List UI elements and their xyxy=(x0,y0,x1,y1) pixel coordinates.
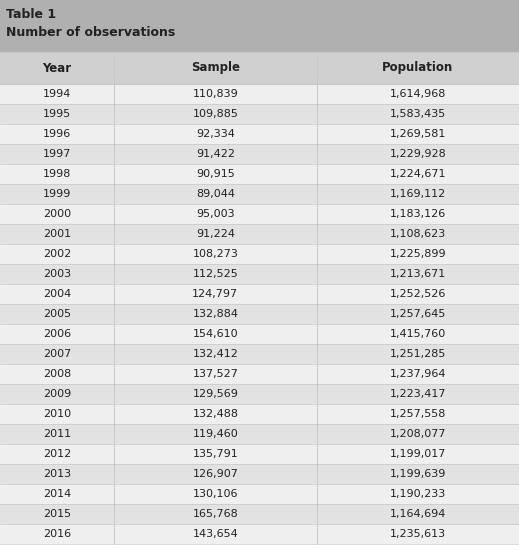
Text: 92,334: 92,334 xyxy=(196,129,235,139)
Bar xyxy=(0,344,519,364)
Text: Number of observations: Number of observations xyxy=(6,26,175,39)
Text: 1,169,112: 1,169,112 xyxy=(390,189,446,199)
Bar xyxy=(0,404,519,424)
Text: 1,199,017: 1,199,017 xyxy=(390,449,446,459)
Text: 1,252,526: 1,252,526 xyxy=(390,289,446,299)
Bar xyxy=(0,164,519,184)
Text: 110,839: 110,839 xyxy=(193,89,238,99)
Text: 1,224,671: 1,224,671 xyxy=(390,169,446,179)
Bar xyxy=(0,304,519,324)
Text: 2010: 2010 xyxy=(43,409,71,419)
Text: 2001: 2001 xyxy=(43,229,71,239)
Text: 1999: 1999 xyxy=(43,189,71,199)
Text: 1995: 1995 xyxy=(43,109,71,119)
Bar xyxy=(0,424,519,444)
Text: 90,915: 90,915 xyxy=(196,169,235,179)
Bar xyxy=(0,524,519,544)
Text: 2002: 2002 xyxy=(43,249,71,259)
Text: 1994: 1994 xyxy=(43,89,71,99)
Text: 2000: 2000 xyxy=(43,209,71,219)
Bar xyxy=(0,444,519,464)
Text: 1,199,639: 1,199,639 xyxy=(390,469,446,479)
Text: 2004: 2004 xyxy=(43,289,71,299)
Text: 2006: 2006 xyxy=(43,329,71,339)
Text: 132,884: 132,884 xyxy=(193,309,238,319)
Text: 1,583,435: 1,583,435 xyxy=(390,109,446,119)
Text: 2009: 2009 xyxy=(43,389,71,399)
Text: 1,229,928: 1,229,928 xyxy=(389,149,446,159)
Bar xyxy=(0,324,519,344)
Bar xyxy=(0,184,519,204)
Bar xyxy=(0,244,519,264)
Text: 135,791: 135,791 xyxy=(193,449,238,459)
Text: 119,460: 119,460 xyxy=(193,429,238,439)
Bar xyxy=(0,0,519,52)
Text: 1997: 1997 xyxy=(43,149,71,159)
Text: 109,885: 109,885 xyxy=(193,109,238,119)
Text: 91,224: 91,224 xyxy=(196,229,235,239)
Bar xyxy=(0,224,519,244)
Text: 1,237,964: 1,237,964 xyxy=(390,369,446,379)
Text: 1,164,694: 1,164,694 xyxy=(390,509,446,519)
Text: 154,610: 154,610 xyxy=(193,329,238,339)
Text: 2008: 2008 xyxy=(43,369,71,379)
Text: 1,213,671: 1,213,671 xyxy=(390,269,446,279)
Text: Year: Year xyxy=(43,62,72,74)
Text: 132,412: 132,412 xyxy=(193,349,238,359)
Bar xyxy=(0,504,519,524)
Bar xyxy=(0,484,519,504)
Text: 1,183,126: 1,183,126 xyxy=(390,209,446,219)
Text: 1,235,613: 1,235,613 xyxy=(390,529,446,539)
Text: 165,768: 165,768 xyxy=(193,509,238,519)
Text: 2014: 2014 xyxy=(43,489,71,499)
Bar xyxy=(0,52,519,84)
Text: 1,269,581: 1,269,581 xyxy=(390,129,446,139)
Text: 129,569: 129,569 xyxy=(193,389,238,399)
Text: 137,527: 137,527 xyxy=(193,369,238,379)
Bar xyxy=(0,144,519,164)
Text: 95,003: 95,003 xyxy=(196,209,235,219)
Text: 1,257,558: 1,257,558 xyxy=(390,409,446,419)
Text: 1,190,233: 1,190,233 xyxy=(390,489,446,499)
Text: 112,525: 112,525 xyxy=(193,269,238,279)
Text: 91,422: 91,422 xyxy=(196,149,235,159)
Text: 2015: 2015 xyxy=(43,509,71,519)
Text: 132,488: 132,488 xyxy=(193,409,238,419)
Text: 126,907: 126,907 xyxy=(193,469,238,479)
Text: 1998: 1998 xyxy=(43,169,71,179)
Text: 2012: 2012 xyxy=(43,449,71,459)
Text: Table 1: Table 1 xyxy=(6,8,56,21)
Bar xyxy=(0,84,519,104)
Text: 2011: 2011 xyxy=(43,429,71,439)
Text: 1,225,899: 1,225,899 xyxy=(389,249,446,259)
Text: 1,208,077: 1,208,077 xyxy=(390,429,446,439)
Bar xyxy=(0,204,519,224)
Text: 1,223,417: 1,223,417 xyxy=(390,389,446,399)
Text: 1,257,645: 1,257,645 xyxy=(390,309,446,319)
Text: 2003: 2003 xyxy=(43,269,71,279)
Text: 1,251,285: 1,251,285 xyxy=(390,349,446,359)
Text: 1996: 1996 xyxy=(43,129,71,139)
Text: 130,106: 130,106 xyxy=(193,489,238,499)
Text: Sample: Sample xyxy=(191,62,240,74)
Text: 89,044: 89,044 xyxy=(196,189,235,199)
Text: 1,108,623: 1,108,623 xyxy=(390,229,446,239)
Bar xyxy=(0,104,519,124)
Bar xyxy=(0,284,519,304)
Text: 124,797: 124,797 xyxy=(193,289,238,299)
Text: 2007: 2007 xyxy=(43,349,71,359)
Text: 1,415,760: 1,415,760 xyxy=(390,329,446,339)
Bar xyxy=(0,124,519,144)
Bar xyxy=(0,364,519,384)
Bar xyxy=(0,464,519,484)
Text: 108,273: 108,273 xyxy=(193,249,238,259)
Text: 2016: 2016 xyxy=(43,529,71,539)
Text: 143,654: 143,654 xyxy=(193,529,238,539)
Text: 2005: 2005 xyxy=(43,309,71,319)
Text: 1,614,968: 1,614,968 xyxy=(390,89,446,99)
Text: 2013: 2013 xyxy=(43,469,71,479)
Bar xyxy=(0,264,519,284)
Text: Population: Population xyxy=(382,62,454,74)
Bar xyxy=(0,384,519,404)
